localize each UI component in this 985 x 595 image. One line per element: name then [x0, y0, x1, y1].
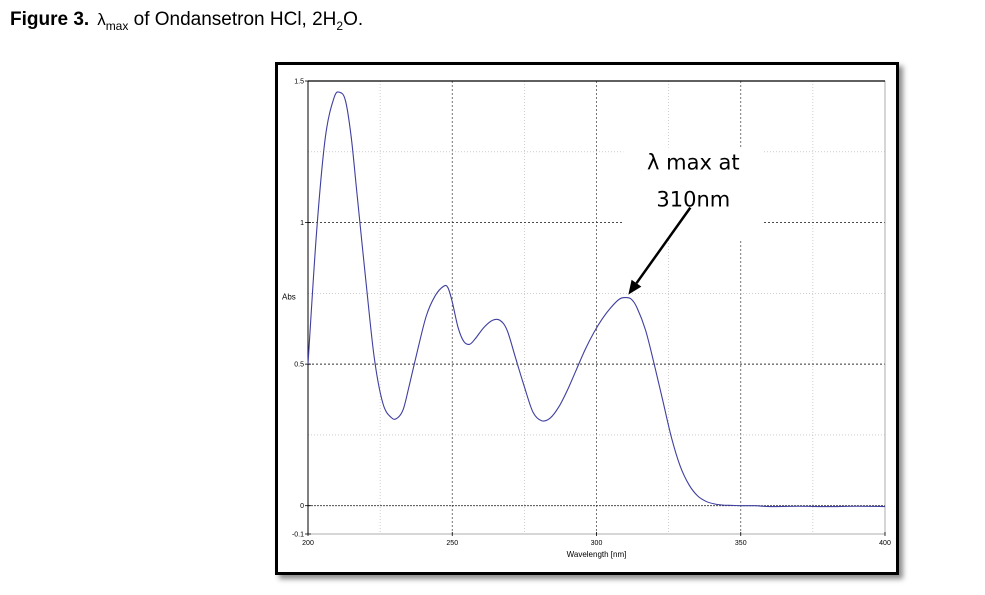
y-tick-label: 1	[300, 220, 304, 227]
figure-label: Figure 3.	[10, 9, 90, 30]
series-layer	[307, 91, 886, 508]
annotation-arrow	[635, 206, 692, 284]
y-tick-label: 1.5	[294, 79, 304, 86]
lambda-subscript: max	[105, 18, 129, 33]
y-axis-title: Abs	[282, 293, 296, 302]
figure-caption: Figure 3. λmax of Ondansetron HCl, 2H2O.	[10, 9, 363, 33]
x-tick-label: 300	[591, 540, 603, 547]
y-tick-label: 0.5	[294, 362, 304, 369]
x-axis-title: Wavelength [nm]	[567, 550, 627, 559]
caption-text-end: O.	[343, 9, 364, 30]
y-tick-label: 0	[300, 503, 304, 510]
caption-text: of Ondansetron HCl, 2H	[128, 9, 337, 30]
annotation-layer: λ max at 310nm	[623, 147, 764, 295]
lambda-symbol: λ	[97, 10, 106, 29]
chart-frame: -0.1 0 0.5 1 1.5 200 250 300 350 400 Wavelength [n…	[275, 62, 899, 575]
x-tick-label: 350	[735, 540, 747, 547]
absorbance-spectrum-chart: -0.1 0 0.5 1 1.5 200 250 300 350 400 Wavelength [n…	[282, 79, 891, 560]
annotation-line-2: 310nm	[656, 188, 730, 212]
annotation-background	[623, 147, 764, 240]
x-tick-label: 400	[879, 540, 891, 547]
axis-layer: -0.1 0 0.5 1 1.5 200 250 300 350 400 Wavelength [n…	[282, 79, 891, 560]
annotation-line-1: λ max at	[647, 151, 740, 175]
x-tick-label: 200	[302, 540, 314, 547]
x-tick-label: 250	[446, 540, 458, 547]
grid-layer	[308, 81, 885, 534]
annotation-arrowhead	[628, 279, 642, 295]
spectrum-line	[307, 91, 886, 508]
y-tick-label: -0.1	[292, 532, 304, 539]
water-subscript: 2	[336, 18, 344, 33]
